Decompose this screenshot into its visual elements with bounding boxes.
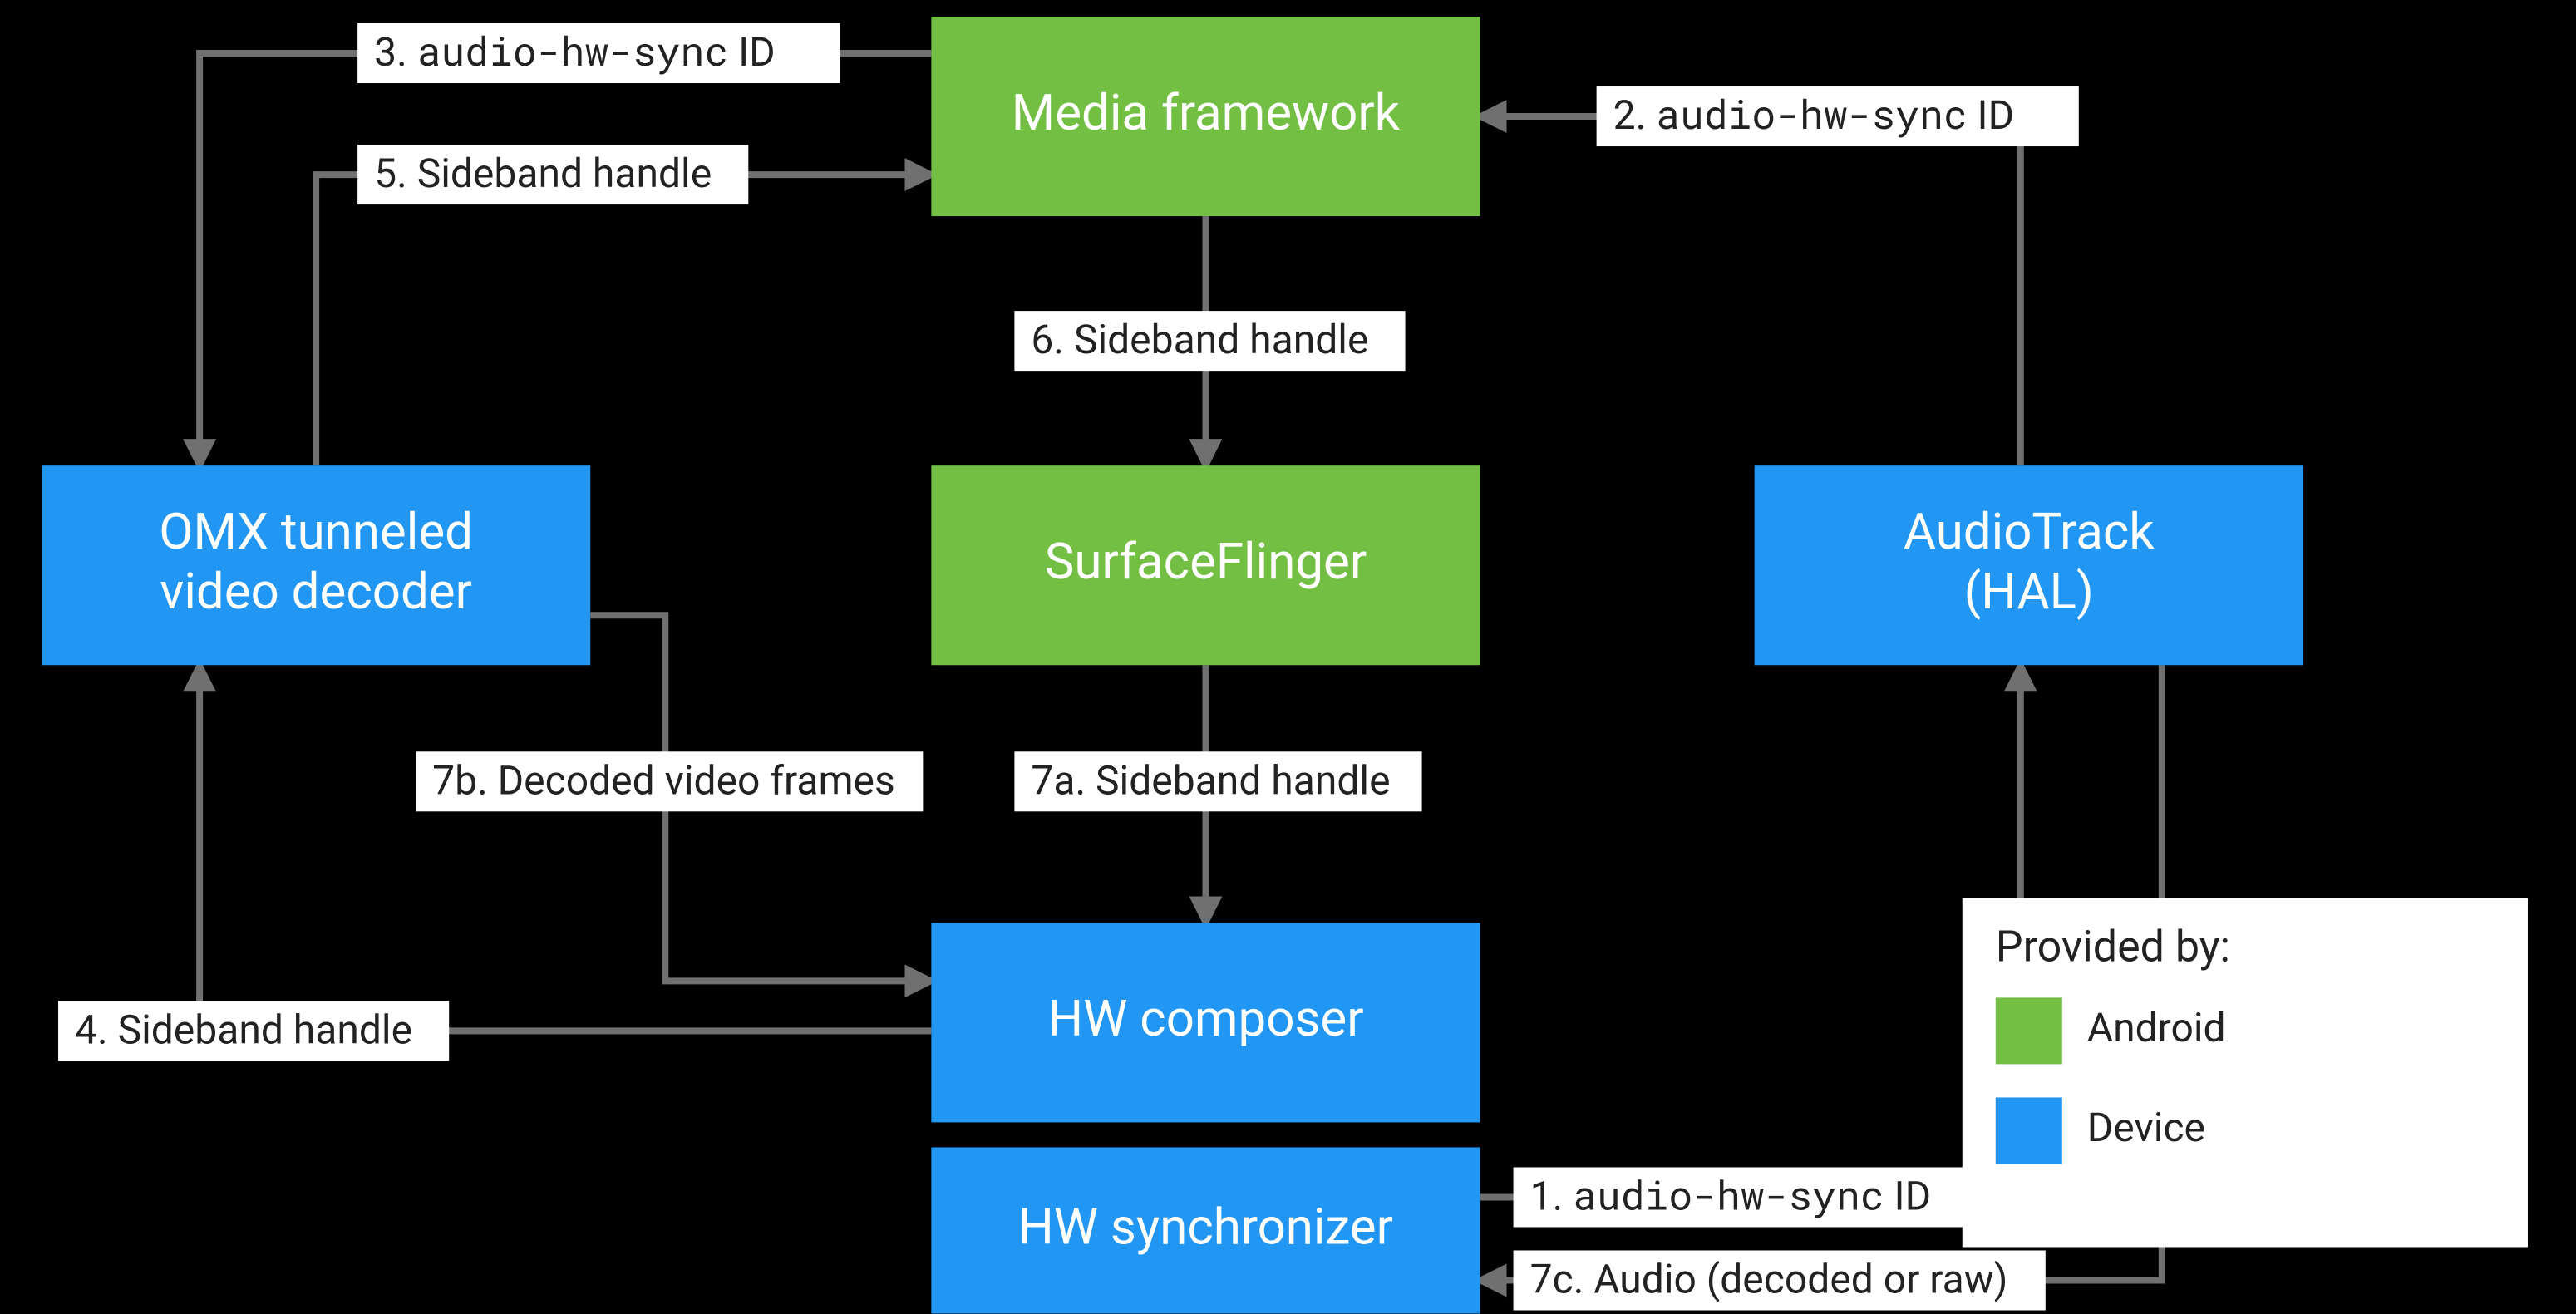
node-hwsync-label: HW synchronizer [1018,1197,1393,1256]
svg-text:7b. Decoded video frames: 7b. Decoded video frames [432,756,895,804]
node-surface: SurfaceFlinger [931,465,1480,665]
legend-item-device: Device [2087,1104,2205,1151]
edge-label-e2: 2. audio-hw-sync ID [1597,86,2079,146]
svg-text:7a. Sideband handle: 7a. Sideband handle [1031,756,1390,804]
svg-text:3. audio-hw-sync ID: 3. audio-hw-sync ID [374,25,775,77]
node-media-label: Media framework [1012,83,1401,142]
edge-label-e6: 6. Sideband handle [1014,311,1405,371]
edge-label-e7a-text: 7a. Sideband handle [1031,756,1390,804]
edge-label-e7b-text: 7b. Decoded video frames [432,756,895,804]
node-hwsync: HW synchronizer [931,1147,1480,1313]
svg-text:6. Sideband handle: 6. Sideband handle [1031,316,1368,363]
node-omx-label: OMX tunneled [159,502,473,561]
svg-text:1. audio-hw-sync ID: 1. audio-hw-sync ID [1530,1169,1931,1221]
legend-title: Provided by: [1996,921,2230,972]
legend: Provided by: Android Device [1963,898,2528,1247]
svg-text:7c. Audio (decoded or raw): 7c. Audio (decoded or raw) [1530,1255,2008,1302]
node-hwcomp-label: HW composer [1047,989,1363,1048]
edge-label-e7c-text: 7c. Audio (decoded or raw) [1530,1255,2008,1302]
edge-label-e7a: 7a. Sideband handle [1014,751,1421,811]
edge-label-e7b: 7b. Decoded video frames [416,751,923,811]
svg-text:2. audio-hw-sync ID: 2. audio-hw-sync ID [1613,88,2014,140]
node-audio-label: AudioTrack [1904,502,2155,561]
legend-swatch-device [1996,1097,2062,1164]
edge-label-e7c: 7c. Audio (decoded or raw) [1514,1250,2046,1310]
node-omx-label: video decoder [160,562,472,621]
legend-item-android: Android [2087,1004,2226,1051]
node-audio-label: (HAL) [1964,562,2094,621]
architecture-diagram: Media framework SurfaceFlinger OMX tunnele… [0,0,2576,1314]
edge-label-e1: 1. audio-hw-sync ID [1514,1167,1996,1227]
edge-label-e5-text: 5. Sideband handle [374,150,712,197]
svg-text:5. Sideband handle: 5. Sideband handle [374,150,712,197]
edge-label-e4: 4. Sideband handle [58,1001,449,1061]
node-hwcomp: HW composer [931,923,1480,1122]
svg-text:4. Sideband handle: 4. Sideband handle [75,1006,412,1053]
edge-label-e5: 5. Sideband handle [357,145,748,204]
edge-label-e3-text: 3. [374,28,417,76]
edge-label-e4-text: 4. Sideband handle [75,1006,412,1053]
node-omx: OMX tunneledvideo decoder [42,465,590,665]
node-audio: AudioTrack(HAL) [1755,465,2303,665]
node-media: Media framework [931,17,1480,216]
legend-swatch-android [1996,997,2062,1064]
node-surface-label: SurfaceFlinger [1045,532,1367,591]
edge-label-e6-text: 6. Sideband handle [1031,316,1368,363]
edge-label-e2-text: 2. [1613,91,1657,139]
edge-label-e3: 3. audio-hw-sync ID [357,23,840,83]
edge-label-e1-text: 1. [1530,1172,1574,1219]
